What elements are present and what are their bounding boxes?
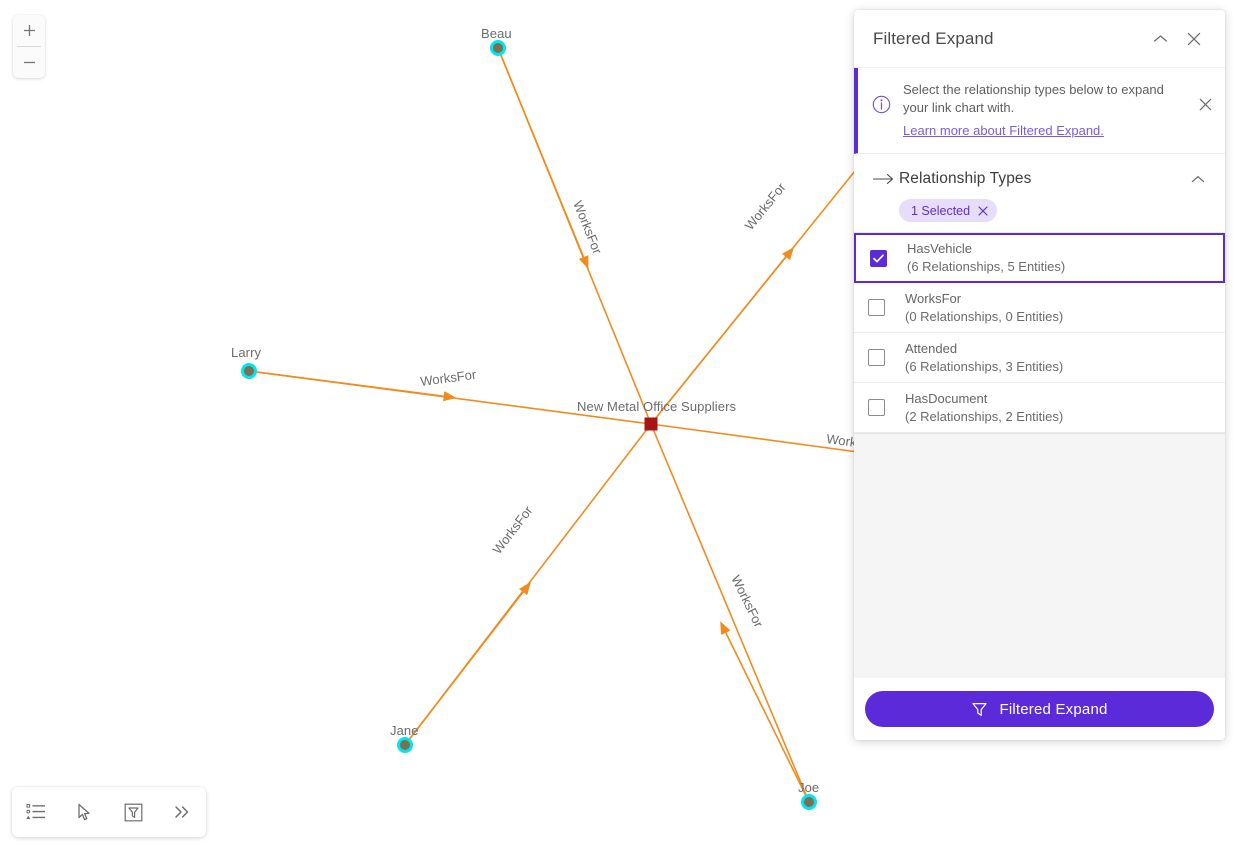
section-title: Relationship Types [899, 170, 1032, 187]
relationship-text: HasVehicle (6 Relationships, 5 Entities) [907, 241, 1065, 275]
relationship-name: HasVehicle [907, 241, 973, 256]
checkbox-attended[interactable] [868, 349, 885, 366]
close-panel-button[interactable] [1179, 24, 1209, 54]
filtered-expand-panel: Filtered Expand Select the relationship … [854, 10, 1225, 740]
relationship-name: WorksFor [905, 290, 962, 306]
node-label-beau: Beau [481, 26, 512, 41]
legend-icon [26, 804, 46, 819]
relationship-row-worksfor[interactable]: WorksFor (0 Relationships, 0 Entities) [854, 283, 1225, 333]
relationship-types-header: Relationship Types [854, 154, 1225, 192]
relationship-row-attended[interactable]: Attended (6 Relationships, 3 Entities) [854, 333, 1225, 383]
node-larry[interactable] [241, 363, 257, 379]
relationship-row-hasdocument[interactable]: HasDocument (2 Relationships, 2 Entities… [854, 383, 1225, 433]
close-icon [1199, 98, 1211, 110]
check-icon [873, 253, 884, 262]
edge-right[interactable] [650, 423, 881, 456]
node-jane[interactable] [397, 737, 413, 753]
collapse-panel-button[interactable] [1145, 24, 1175, 54]
zoom-controls [13, 15, 45, 78]
panel-header: Filtered Expand [854, 10, 1225, 68]
arrowhead-beau [497, 47, 589, 269]
relationship-counts: (6 Relationships, 5 Entities) [907, 259, 1066, 274]
selection-chip-row: 1 Selected [854, 192, 1225, 232]
funnel-icon [972, 702, 988, 716]
plus-icon [23, 25, 35, 36]
filtered-expand-button[interactable]: Filtered Expand [865, 691, 1214, 727]
relationship-name: Attended [905, 340, 958, 356]
zoom-separator [17, 46, 41, 47]
graph-nodes [241, 40, 817, 810]
zoom-out-button[interactable] [13, 47, 45, 78]
checkbox-hasdocument[interactable] [868, 399, 885, 416]
relationship-counts: (0 Relationships, 0 Entities) [905, 308, 1064, 324]
canvas-toolbar [12, 787, 206, 837]
arrowhead-larry [248, 370, 457, 402]
learn-more-link[interactable]: Learn more about Filtered Expand. [903, 123, 1104, 138]
clear-selection-button[interactable] [978, 205, 988, 216]
pointer-icon [78, 803, 90, 820]
edge-label-right-clipped: Work [826, 431, 858, 450]
edge-label-beau: WorksFor [570, 199, 605, 257]
filter-box-button[interactable] [116, 795, 150, 829]
node-label-joe: Joe [798, 780, 820, 795]
legend-button[interactable] [19, 795, 53, 829]
info-text: Select the relationship types below to e… [903, 82, 1164, 115]
graph-edges [248, 47, 881, 803]
close-icon [978, 205, 988, 216]
arrowhead-upper-right [650, 247, 795, 425]
toggle-section-button[interactable] [1185, 166, 1211, 192]
relationship-counts: (6 Relationships, 3 Entities) [905, 358, 1064, 374]
relationship-name: HasDocument [905, 390, 988, 406]
zoom-in-button[interactable] [13, 15, 45, 46]
chevron-up-icon [1153, 34, 1167, 42]
relationship-text: Attended (6 Relationships, 3 Entities) [905, 341, 1063, 375]
arrow-right-icon [873, 173, 899, 185]
panel-title: Filtered Expand [873, 28, 994, 48]
selected-count-label: 1 Selected [911, 203, 971, 218]
node-label-new-metal-office-suppliers: New Metal Office Suppliers [577, 399, 737, 414]
edge-joe[interactable] [650, 423, 810, 803]
filtered-expand-label: Filtered Expand [999, 700, 1108, 718]
node-new-metal-office-suppliers[interactable] [644, 417, 658, 431]
info-banner: Select the relationship types below to e… [854, 68, 1225, 154]
chevron-double-right-icon [175, 806, 188, 818]
checkbox-hasvehicle[interactable] [870, 249, 887, 267]
filter-box-icon [124, 803, 143, 821]
chevron-up-icon [1191, 175, 1205, 182]
pointer-button[interactable] [68, 795, 102, 829]
node-label-jane: Jane [390, 723, 419, 738]
node-label-larry: Larry [231, 345, 262, 360]
relationship-row-hasvehicle[interactable]: HasVehicle (6 Relationships, 5 Entities) [854, 233, 1225, 283]
info-circle-icon [870, 95, 892, 114]
more-tools-button[interactable] [165, 795, 199, 829]
relationship-text: WorksFor (0 Relationships, 0 Entities) [905, 291, 1063, 325]
minus-icon [23, 61, 35, 64]
graph-arrowheads [248, 47, 810, 803]
arrowhead-jane [404, 581, 531, 746]
edge-label-jane: WorksFor [489, 503, 535, 557]
info-text-wrap: Select the relationship types below to e… [892, 81, 1193, 140]
node-beau[interactable] [490, 40, 506, 56]
list-empty-area [854, 433, 1225, 678]
close-icon [1187, 32, 1201, 45]
dismiss-info-button[interactable] [1193, 92, 1217, 116]
relationship-types-list: HasVehicle (6 Relationships, 5 Entities)… [854, 232, 1225, 433]
selected-count-chip[interactable]: 1 Selected [899, 199, 998, 222]
panel-footer: Filtered Expand [854, 678, 1225, 740]
relationship-text: HasDocument (2 Relationships, 2 Entities… [905, 391, 1063, 425]
checkbox-worksfor[interactable] [868, 299, 885, 316]
relationship-counts: (2 Relationships, 2 Entities) [905, 408, 1064, 424]
node-joe[interactable] [801, 794, 817, 810]
edge-label-upper-right: WorksFor [742, 179, 789, 233]
arrowhead-joe [720, 621, 810, 803]
edge-label-larry: WorksFor [419, 367, 477, 389]
